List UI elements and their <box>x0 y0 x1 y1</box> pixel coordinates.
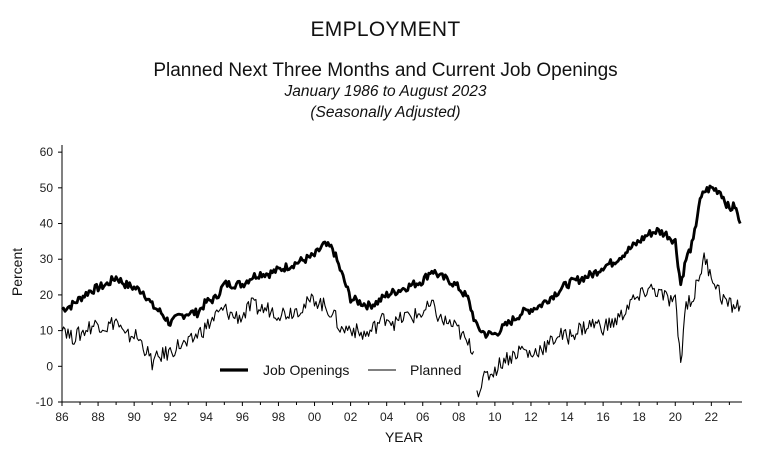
chart-axes: -10 0 10 20 30 40 50 60 86 88 90 92 94 96 98 00 02 04 06 08… <box>36 145 742 424</box>
x-tick-label: 90 <box>127 410 141 424</box>
y-tick-label: 20 <box>40 288 54 302</box>
chart-subtitle: Planned Next Three Months and Current Jo… <box>153 60 618 81</box>
chart-period: January 1986 to August 2023 <box>284 83 487 100</box>
legend-label-job-openings: Job Openings <box>263 362 349 378</box>
x-tick-label: 94 <box>200 410 214 424</box>
y-tick-label: 40 <box>40 217 54 231</box>
y-tick-label: 30 <box>40 252 54 266</box>
x-tick-label: 18 <box>633 410 647 424</box>
x-tick-label: 00 <box>308 410 322 424</box>
chart-title: EMPLOYMENT <box>310 18 461 41</box>
chart-series-layer <box>61 184 742 398</box>
series-line-job-openings <box>61 184 742 339</box>
legend-label-planned: Planned <box>410 362 461 378</box>
x-tick-label: 92 <box>164 410 178 424</box>
y-axis-title: Percent <box>9 248 25 296</box>
y-tick-label: -10 <box>36 395 54 409</box>
x-tick-label: 20 <box>669 410 683 424</box>
x-tick-label: 08 <box>452 410 466 424</box>
x-tick-label: 88 <box>91 410 105 424</box>
series-line-planned <box>476 252 741 398</box>
x-tick-label: 98 <box>272 410 286 424</box>
x-tick-label: 06 <box>416 410 430 424</box>
chart-adjustment-note: (Seasonally Adjusted) <box>310 104 461 121</box>
x-tick-label: 12 <box>524 410 538 424</box>
y-tick-label: 60 <box>40 145 54 159</box>
y-tick-label: 0 <box>46 359 53 373</box>
chart-legend: Job Openings Planned <box>220 362 461 378</box>
x-axis-title: YEAR <box>385 429 423 445</box>
x-tick-label: 16 <box>596 410 610 424</box>
x-tick-label: 04 <box>380 410 394 424</box>
x-tick-label: 22 <box>705 410 719 424</box>
x-tick-label: 14 <box>560 410 574 424</box>
x-tick-label: 86 <box>55 410 69 424</box>
x-tick-label: 10 <box>488 410 502 424</box>
series-line-planned <box>61 293 475 371</box>
x-tick-label: 02 <box>344 410 358 424</box>
y-tick-label: 50 <box>40 181 54 195</box>
x-tick-label: 96 <box>236 410 250 424</box>
y-tick-label: 10 <box>40 324 54 338</box>
